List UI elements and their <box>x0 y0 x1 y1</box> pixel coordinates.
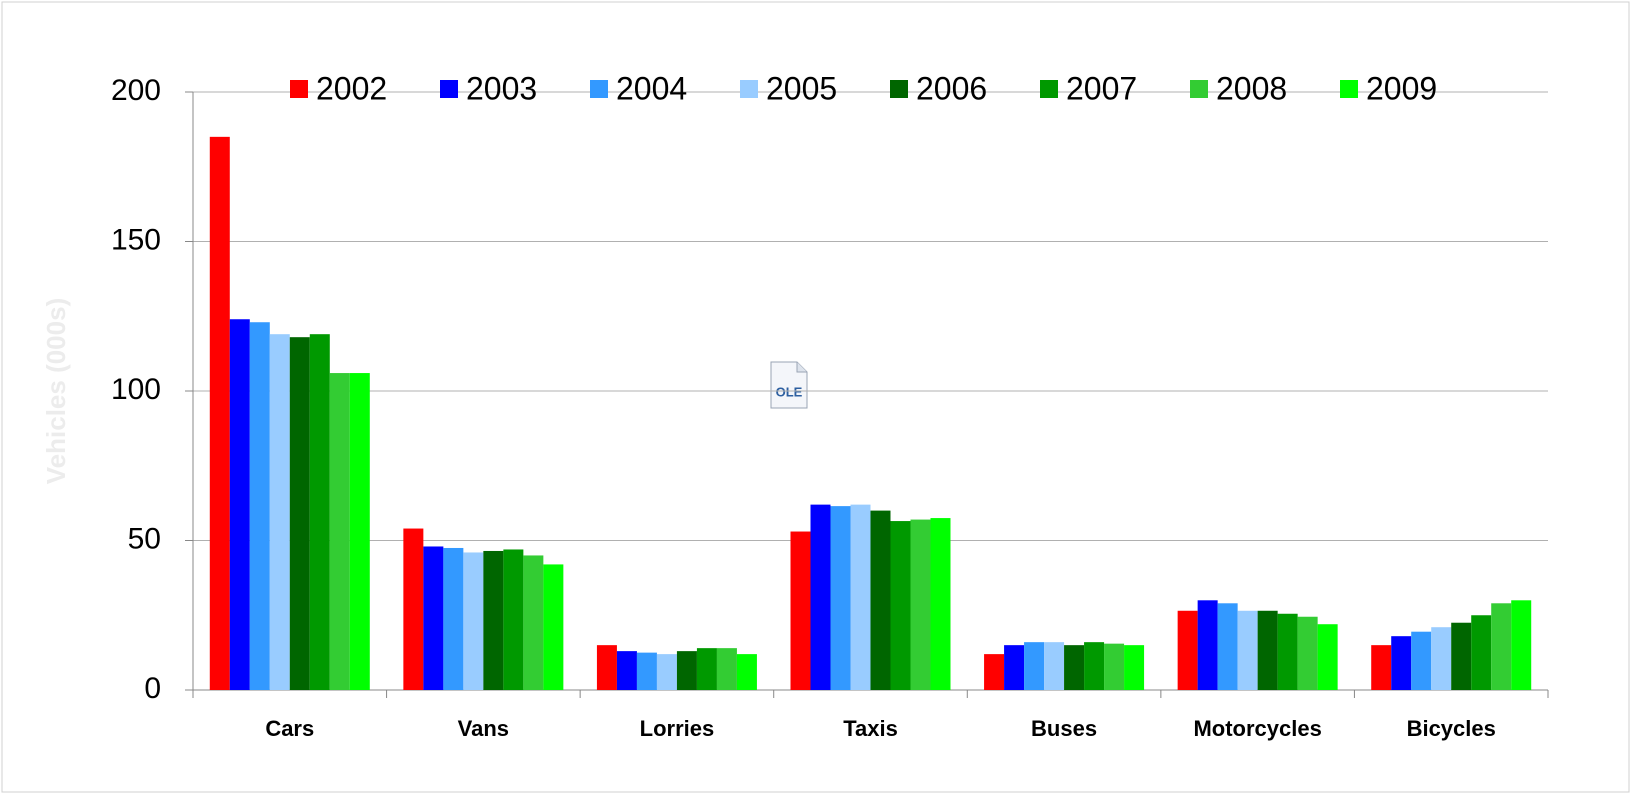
bar <box>596 645 617 690</box>
legend-label: 2007 <box>1066 70 1137 106</box>
x-tick-label: Lorries <box>640 716 715 741</box>
bar <box>1371 645 1392 690</box>
bar <box>830 506 851 690</box>
x-tick-label: Buses <box>1031 716 1097 741</box>
legend-swatch <box>890 80 908 98</box>
bar <box>523 555 544 690</box>
bar <box>656 654 677 690</box>
bar <box>309 334 330 690</box>
x-tick-label: Bicycles <box>1407 716 1496 741</box>
legend-swatch <box>1040 80 1058 98</box>
bar <box>696 648 717 690</box>
x-tick-label: Cars <box>265 716 314 741</box>
y-tick-label: 150 <box>111 223 161 256</box>
bar <box>1177 610 1198 690</box>
bar <box>403 528 424 690</box>
bar <box>423 546 444 690</box>
bar <box>910 519 931 690</box>
legend-label: 2008 <box>1216 70 1287 106</box>
bar <box>1391 636 1412 690</box>
bar <box>1277 613 1298 690</box>
bar <box>1511 600 1532 690</box>
x-tick-label: Motorcycles <box>1193 716 1321 741</box>
y-tick-label: 200 <box>111 74 161 107</box>
bar <box>984 654 1005 690</box>
bar <box>810 504 831 690</box>
bar <box>1471 615 1492 690</box>
bar <box>209 136 230 691</box>
bar <box>1024 642 1045 690</box>
x-tick-label: Vans <box>458 716 509 741</box>
bar <box>289 337 310 690</box>
bar <box>930 518 951 690</box>
bar <box>1411 631 1432 690</box>
legend-label: 2009 <box>1366 70 1437 106</box>
bar <box>269 334 290 690</box>
bar <box>1197 600 1218 690</box>
bar <box>1451 622 1472 690</box>
bar <box>503 549 524 690</box>
legend-swatch <box>1340 80 1358 98</box>
bar <box>1317 624 1338 690</box>
y-tick-label: 100 <box>111 373 161 406</box>
bar <box>1044 642 1065 690</box>
bar <box>870 510 891 690</box>
x-tick-label: Taxis <box>843 716 898 741</box>
bar <box>890 521 911 690</box>
legend-swatch <box>1190 80 1208 98</box>
legend-label: 2002 <box>316 70 387 106</box>
legend-label: 2005 <box>766 70 837 106</box>
bar <box>716 648 737 690</box>
bar <box>1297 616 1318 690</box>
ole-label: OLE <box>776 384 803 399</box>
bar <box>676 651 697 690</box>
bar <box>349 373 370 690</box>
bar <box>1124 645 1145 690</box>
bar <box>249 322 270 690</box>
legend-label: 2003 <box>466 70 537 106</box>
ole-icon: OLE <box>770 361 808 409</box>
bar <box>329 373 350 690</box>
bar <box>850 504 871 690</box>
bar <box>1217 603 1238 690</box>
bar <box>736 654 757 690</box>
bar <box>463 552 484 690</box>
y-tick-label: 0 <box>144 672 161 705</box>
bar <box>1104 643 1125 690</box>
bar <box>636 652 657 690</box>
bar <box>443 547 464 690</box>
bar <box>1064 645 1085 690</box>
bar <box>1237 610 1258 690</box>
bar <box>790 531 811 690</box>
bar <box>229 319 250 690</box>
bar <box>1257 610 1278 690</box>
y-tick-label: 50 <box>128 522 161 555</box>
bar <box>1491 603 1512 690</box>
legend-swatch <box>290 80 308 98</box>
legend-label: 2004 <box>616 70 687 106</box>
legend-swatch <box>740 80 758 98</box>
bar <box>1004 645 1025 690</box>
y-axis-label: Vehicles (000s) <box>41 298 71 484</box>
legend-swatch <box>590 80 608 98</box>
bar <box>1084 642 1105 690</box>
legend-swatch <box>440 80 458 98</box>
legend-label: 2006 <box>916 70 987 106</box>
bar <box>616 651 637 690</box>
bar <box>543 564 564 690</box>
bar <box>1431 627 1452 690</box>
bar <box>483 550 504 690</box>
